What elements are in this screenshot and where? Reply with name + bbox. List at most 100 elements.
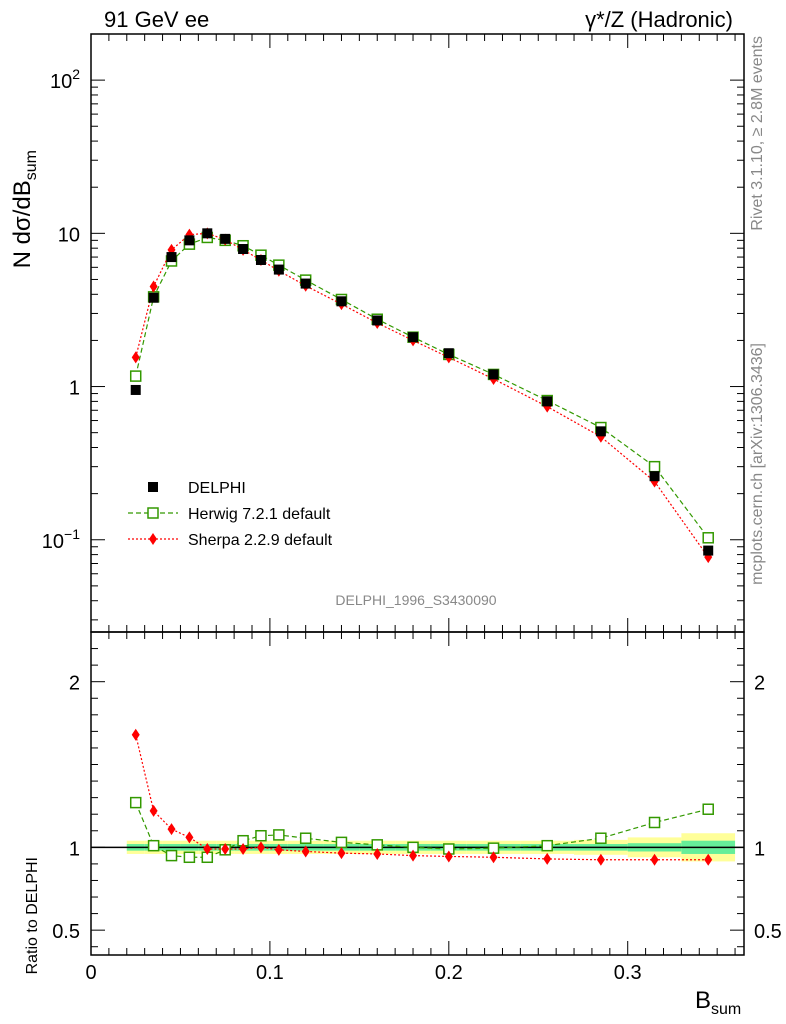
main-point bbox=[595, 426, 606, 437]
main-ylabel-text: N dσ/dB bbox=[9, 180, 36, 268]
y-tick-label: 102 bbox=[50, 66, 80, 93]
ratio-point bbox=[409, 849, 418, 862]
ratio-y-tick-label-right: 1 bbox=[754, 838, 765, 860]
main-point bbox=[443, 348, 454, 359]
main-point bbox=[202, 228, 213, 239]
ratio-point bbox=[273, 829, 285, 841]
x-tick-label: 0.3 bbox=[614, 962, 642, 984]
legend-marker bbox=[148, 482, 158, 492]
main-point bbox=[166, 252, 177, 263]
y-tick-label: 10 bbox=[58, 224, 80, 246]
ratio-point bbox=[165, 849, 178, 862]
main-point bbox=[648, 460, 661, 473]
legend-label: Sherpa 2.2.9 default bbox=[188, 532, 333, 549]
main-point bbox=[255, 254, 266, 265]
y-tick-label-base: 10 bbox=[58, 224, 80, 246]
ratio-point bbox=[183, 851, 196, 864]
main-point bbox=[408, 332, 419, 343]
x-axis-label-text: B bbox=[695, 987, 711, 1014]
ratio-point bbox=[167, 823, 176, 836]
ratio-point bbox=[444, 850, 453, 863]
legend: DELPHI Herwig 7.2.1 default Sherpa 2.2.9 d… bbox=[128, 480, 333, 549]
main-point bbox=[336, 296, 347, 307]
legend-marker bbox=[147, 507, 159, 519]
ratio-y-tick-label: 0.5 bbox=[52, 921, 80, 943]
ratio-point bbox=[650, 853, 659, 866]
ratio-point bbox=[239, 842, 248, 855]
main-point bbox=[148, 292, 159, 303]
analysis-id: DELPHI_1996_S3430090 bbox=[335, 592, 496, 608]
main-point bbox=[649, 471, 660, 482]
main-point bbox=[238, 244, 249, 255]
main-point bbox=[300, 278, 311, 289]
ratio-y-tick-label-right: 0.5 bbox=[754, 921, 782, 943]
title-right: γ*/Z (Hadronic) bbox=[585, 7, 733, 32]
ratio-point bbox=[203, 842, 212, 855]
ratio-point bbox=[337, 847, 346, 860]
ratio-point bbox=[541, 839, 553, 852]
mcplots-label: mcplots.cern.ch [arXiv:1306.3436] bbox=[749, 343, 766, 585]
main-point bbox=[131, 351, 140, 364]
ratio-frame bbox=[90, 631, 745, 956]
main-point bbox=[130, 384, 141, 395]
y-tick-label: 1 bbox=[69, 378, 80, 400]
ratio-point bbox=[299, 832, 312, 844]
main-ylabel: N dσ/dBsum bbox=[9, 150, 40, 268]
ratio-y-tick-label: 1 bbox=[69, 838, 80, 860]
y-tick-label-base: 10 bbox=[50, 71, 72, 93]
y-tick-label-base: 1 bbox=[69, 378, 80, 400]
title-left: 91 GeV ee bbox=[104, 7, 209, 32]
main-point bbox=[702, 532, 714, 544]
ratio-point bbox=[274, 843, 283, 856]
ratio-point bbox=[129, 796, 142, 809]
main-point bbox=[488, 369, 499, 380]
y-tick-label: 10−1 bbox=[42, 526, 80, 553]
ratio-point bbox=[131, 728, 140, 741]
ratio-point bbox=[648, 816, 661, 829]
main-ylabel-sub: sum bbox=[23, 150, 40, 180]
main-point bbox=[372, 315, 383, 326]
x-tick-label: 0.2 bbox=[435, 962, 463, 984]
ratio-point bbox=[256, 841, 265, 854]
ratio-y-ticks bbox=[91, 648, 744, 948]
x-tick-label: 0 bbox=[85, 962, 96, 984]
legend-label: DELPHI bbox=[188, 480, 246, 497]
x-ticks bbox=[90, 34, 736, 955]
legend-label: Herwig 7.2.1 default bbox=[188, 506, 331, 523]
main-point bbox=[184, 235, 195, 246]
ratio-point bbox=[489, 851, 498, 864]
y-tick-label-exp: 2 bbox=[72, 66, 80, 82]
ratio-y-tick-label-right: 2 bbox=[754, 673, 765, 695]
main-series-0 bbox=[130, 228, 714, 556]
ratio-point bbox=[255, 829, 267, 842]
main-y-ticks bbox=[91, 33, 744, 621]
ratio-ylabel: Ratio to DELPHI bbox=[24, 857, 41, 974]
x-tick-label: 0.1 bbox=[256, 962, 284, 984]
main-point bbox=[129, 370, 142, 382]
rivet-label: Rivet 3.1.10, ≥ 2.8M events bbox=[749, 36, 766, 231]
main-point bbox=[273, 264, 284, 275]
main-point bbox=[220, 233, 231, 244]
ratio-point bbox=[595, 832, 607, 844]
ratio-point bbox=[704, 853, 713, 866]
ratio-y-tick-label: 2 bbox=[69, 673, 80, 695]
x-axis-label-sub: sum bbox=[711, 1001, 741, 1018]
ratio-point bbox=[543, 852, 552, 865]
ratio-point bbox=[301, 845, 310, 858]
x-axis-label: Bsum bbox=[695, 987, 741, 1018]
y-tick-label-exp: −1 bbox=[64, 526, 80, 542]
ratio-point bbox=[596, 853, 605, 866]
y-tick-label-base: 10 bbox=[42, 531, 64, 553]
main-point bbox=[542, 396, 553, 407]
ratio-point bbox=[185, 831, 194, 844]
main-point bbox=[703, 545, 714, 556]
ratio-point bbox=[702, 803, 714, 815]
ratio-point bbox=[335, 836, 348, 849]
ratio-point bbox=[149, 804, 158, 817]
ratio-point bbox=[147, 839, 160, 852]
ratio-point bbox=[221, 842, 230, 855]
main-point bbox=[149, 280, 158, 293]
